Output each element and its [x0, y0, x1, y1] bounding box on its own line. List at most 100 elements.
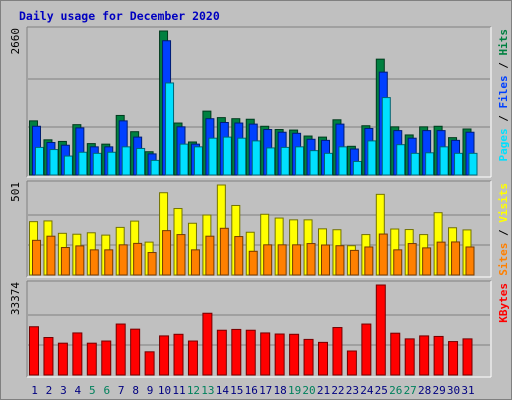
day-label-17: 17	[259, 384, 272, 397]
bar-pages-day-31	[468, 152, 478, 176]
bar-pages-day-3	[63, 155, 73, 176]
bar-sites-day-27	[407, 243, 417, 276]
panel-max-label: 501	[9, 182, 22, 202]
bar-pages-day-21	[324, 152, 333, 176]
bar-pages-day-25	[381, 97, 391, 176]
day-label-18: 18	[274, 384, 287, 397]
day-label-1: 1	[31, 384, 38, 397]
bar-kbytes-day-24	[361, 323, 372, 376]
bar-sites-day-18	[277, 244, 287, 276]
bar-sites-day-11	[176, 234, 186, 276]
bar-sites-day-6	[104, 249, 114, 276]
bar-kbytes-day-17	[260, 332, 271, 376]
bar-pages-day-2	[49, 149, 59, 176]
bar-kbytes-day-5	[86, 342, 97, 376]
day-label-3: 3	[60, 384, 67, 397]
bar-pages-day-13	[208, 137, 218, 176]
bar-kbytes-day-7	[115, 323, 126, 376]
bar-kbytes-day-18	[274, 333, 285, 376]
bar-sites-day-13	[205, 235, 215, 276]
day-label-20: 20	[302, 384, 315, 397]
bar-kbytes-day-26	[390, 332, 401, 376]
bar-pages-day-24	[367, 140, 377, 176]
bar-kbytes-day-20	[303, 338, 314, 376]
bar-sites-day-28	[422, 247, 432, 276]
bar-kbytes-day-11	[173, 333, 184, 376]
bar-kbytes-day-6	[101, 340, 112, 376]
panel-visits_sites: 501 Sites / Visits	[9, 180, 510, 278]
day-label-24: 24	[360, 384, 374, 397]
panel-series-label: KBytes	[497, 283, 510, 323]
day-label-6: 6	[103, 384, 110, 397]
bar-pages-day-12	[193, 146, 203, 176]
day-label-15: 15	[230, 384, 243, 397]
panel-series-label: Pages / Files / Hits	[497, 29, 510, 162]
bar-pages-day-22	[338, 146, 348, 176]
bar-pages-day-27	[410, 152, 420, 176]
bar-kbytes-day-10	[159, 335, 170, 376]
bar-kbytes-day-8	[130, 328, 141, 376]
bar-kbytes-day-27	[404, 338, 415, 376]
chart-title: Daily usage for December 2020	[19, 9, 220, 23]
bar-sites-day-15	[234, 236, 244, 276]
day-label-29: 29	[432, 384, 445, 397]
day-label-16: 16	[245, 384, 258, 397]
day-label-7: 7	[118, 384, 125, 397]
series-label-part: Files	[497, 75, 510, 108]
bar-pages-day-16	[251, 140, 261, 176]
day-label-22: 22	[331, 384, 344, 397]
day-label-5: 5	[89, 384, 96, 397]
day-label-12: 12	[187, 384, 200, 397]
bar-sites-day-10	[162, 230, 172, 276]
bar-sites-day-14	[219, 227, 229, 276]
bar-sites-day-5	[89, 249, 99, 276]
bar-kbytes-day-28	[419, 335, 430, 376]
bar-sites-day-22	[335, 245, 345, 276]
panel-kbytes: 33374 KBytes	[9, 280, 510, 378]
bar-sites-day-21	[321, 244, 330, 276]
day-label-2: 2	[46, 384, 53, 397]
bar-pages-day-19	[295, 146, 305, 176]
bar-kbytes-day-9	[144, 351, 155, 376]
bar-kbytes-day-31	[462, 338, 473, 376]
series-label-part: /	[497, 223, 510, 243]
panel-max-label: 33374	[9, 282, 22, 315]
series-label-part: /	[497, 109, 510, 129]
bar-pages-day-14	[222, 136, 232, 176]
bar-kbytes-day-3	[57, 342, 68, 376]
bar-sites-day-1	[32, 239, 41, 276]
bar-kbytes-day-13	[202, 312, 213, 376]
bar-pages-day-30	[454, 152, 464, 176]
bar-pages-day-8	[136, 147, 146, 176]
day-label-19: 19	[288, 384, 301, 397]
panel-max-label: 2660	[9, 28, 22, 55]
bar-pages-day-23	[352, 160, 362, 176]
bar-sites-day-26	[393, 249, 403, 276]
bar-sites-day-24	[364, 246, 374, 276]
day-label-13: 13	[201, 384, 214, 397]
bar-pages-day-29	[439, 146, 449, 176]
bar-sites-day-12	[190, 249, 200, 276]
bar-kbytes-day-2	[43, 337, 54, 376]
day-label-31: 31	[461, 384, 474, 397]
bar-sites-day-31	[465, 246, 475, 276]
bar-pages-day-7	[121, 146, 131, 176]
panel-hits_files_pages: 2660 Pages / Files / Hits	[9, 26, 510, 178]
day-label-30: 30	[447, 384, 460, 397]
bar-sites-day-23	[349, 249, 359, 276]
day-label-4: 4	[75, 384, 82, 397]
bar-kbytes-day-15	[231, 328, 242, 376]
panel-series-label: Sites / Visits	[497, 183, 510, 276]
bar-kbytes-day-21	[318, 341, 328, 376]
day-label-26: 26	[389, 384, 402, 397]
series-label-part: KBytes	[497, 283, 510, 323]
bar-sites-day-9	[147, 252, 157, 276]
day-label-11: 11	[172, 384, 185, 397]
day-label-25: 25	[375, 384, 388, 397]
day-label-28: 28	[418, 384, 431, 397]
day-label-23: 23	[346, 384, 359, 397]
day-label-10: 10	[158, 384, 171, 397]
bar-sites-day-7	[118, 244, 128, 276]
